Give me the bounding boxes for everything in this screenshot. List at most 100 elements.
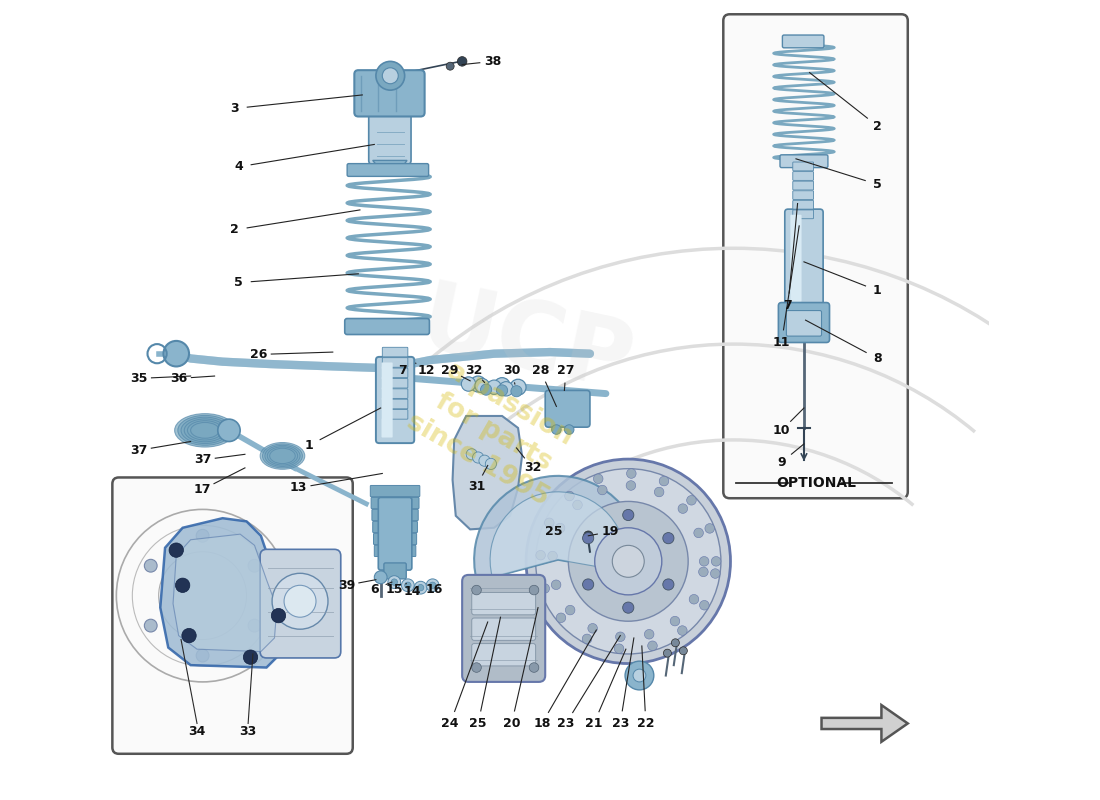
Circle shape [595,528,662,595]
Text: 28: 28 [531,364,549,377]
FancyBboxPatch shape [462,575,546,682]
Ellipse shape [263,444,302,468]
FancyBboxPatch shape [383,378,408,388]
Circle shape [623,510,634,521]
Text: 16: 16 [426,582,443,596]
Text: 15: 15 [385,582,403,596]
Circle shape [544,518,554,528]
Text: OPTIONAL: OPTIONAL [776,476,856,490]
Circle shape [182,629,196,642]
Circle shape [472,586,482,595]
Circle shape [458,57,466,66]
Text: 24: 24 [441,717,459,730]
FancyBboxPatch shape [793,210,814,218]
Polygon shape [173,534,277,651]
FancyBboxPatch shape [793,181,814,190]
Circle shape [481,384,492,395]
FancyBboxPatch shape [383,347,408,357]
Circle shape [272,609,286,623]
Circle shape [663,533,674,544]
Text: 11: 11 [773,336,790,349]
Text: 23: 23 [612,717,629,730]
FancyBboxPatch shape [780,155,828,168]
Circle shape [144,559,157,572]
Circle shape [494,378,510,394]
FancyBboxPatch shape [372,510,418,521]
Text: 14: 14 [404,585,421,598]
Circle shape [678,504,688,514]
Circle shape [510,386,522,397]
FancyBboxPatch shape [383,399,408,409]
Ellipse shape [260,442,305,470]
Circle shape [627,469,636,478]
Circle shape [473,452,484,463]
FancyBboxPatch shape [371,486,420,497]
Circle shape [663,579,674,590]
Text: 30: 30 [503,364,520,377]
Text: 23: 23 [558,717,574,730]
FancyBboxPatch shape [376,357,415,443]
Circle shape [569,502,689,622]
Circle shape [625,661,653,690]
Text: 26: 26 [250,348,267,361]
Circle shape [564,491,574,501]
Circle shape [499,382,514,396]
FancyBboxPatch shape [383,389,408,398]
FancyBboxPatch shape [546,390,590,427]
Circle shape [415,582,427,594]
Text: 31: 31 [468,480,485,493]
Circle shape [551,580,561,590]
Circle shape [698,567,708,577]
Circle shape [405,582,411,589]
Circle shape [593,474,603,483]
Circle shape [694,528,703,538]
Text: 39: 39 [338,578,355,592]
Circle shape [529,586,539,595]
FancyBboxPatch shape [378,498,411,570]
Ellipse shape [182,417,229,443]
Text: 38: 38 [484,55,502,68]
Circle shape [654,487,664,497]
FancyBboxPatch shape [374,546,416,557]
Text: 34: 34 [188,725,206,738]
FancyBboxPatch shape [260,550,341,658]
Circle shape [426,579,439,592]
Circle shape [461,377,475,391]
FancyBboxPatch shape [472,618,536,640]
Circle shape [690,594,698,604]
Text: 2: 2 [230,223,239,236]
Text: 9: 9 [778,456,785,469]
Circle shape [583,533,594,544]
FancyBboxPatch shape [786,310,822,336]
Wedge shape [491,492,626,578]
Circle shape [556,523,565,533]
Text: 7: 7 [783,299,792,312]
FancyBboxPatch shape [354,70,425,117]
Circle shape [529,662,539,672]
Text: 5: 5 [234,276,243,289]
Circle shape [536,550,546,560]
Polygon shape [452,416,522,530]
Circle shape [678,626,688,635]
FancyBboxPatch shape [374,534,417,545]
Text: 29: 29 [441,364,459,377]
Circle shape [402,579,415,592]
FancyBboxPatch shape [383,368,408,378]
Circle shape [613,546,645,578]
Circle shape [712,557,720,566]
Circle shape [272,574,328,630]
Text: 32: 32 [524,462,541,474]
Text: 20: 20 [503,717,520,730]
Text: 21: 21 [585,717,603,730]
Ellipse shape [175,414,235,447]
Circle shape [573,500,582,510]
Text: 32: 32 [465,364,483,377]
Circle shape [374,571,387,584]
Circle shape [284,586,316,618]
Circle shape [487,380,502,394]
Polygon shape [161,518,286,667]
Ellipse shape [178,415,232,446]
FancyBboxPatch shape [384,563,406,579]
Circle shape [548,551,558,561]
Text: 5: 5 [873,178,882,191]
